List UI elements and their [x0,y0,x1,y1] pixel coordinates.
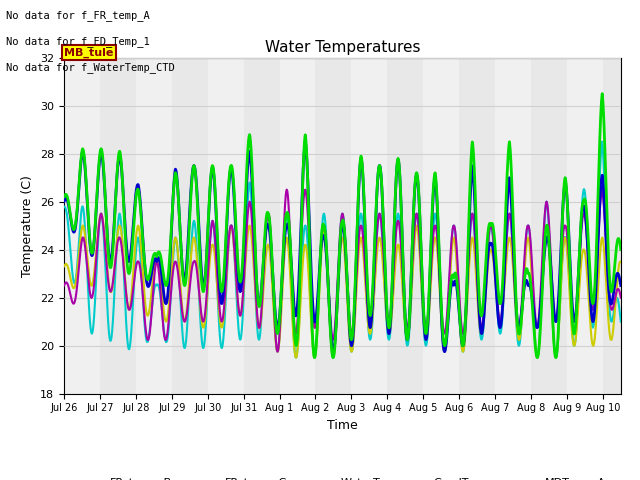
Bar [64,58,100,394]
Bar [172,58,208,394]
Y-axis label: Temperature (C): Temperature (C) [22,175,35,276]
Bar [495,58,531,394]
Title: Water Temperatures: Water Temperatures [265,40,420,55]
Bar [136,58,172,394]
Bar [387,58,423,394]
Bar [531,58,567,394]
Bar [244,58,280,394]
Bar [567,58,603,394]
Text: MB_tule: MB_tule [64,48,113,58]
Bar [316,58,351,394]
Text: No data for f_FD_Temp_1: No data for f_FD_Temp_1 [6,36,150,47]
Bar [351,58,387,394]
Text: No data for f_FR_temp_A: No data for f_FR_temp_A [6,10,150,21]
Bar [208,58,244,394]
Bar [459,58,495,394]
Bar [280,58,316,394]
Legend: FR_temp_B, FR_temp_C, WaterT, CondTemp, MDTemp_A: FR_temp_B, FR_temp_C, WaterT, CondTemp, … [74,473,611,480]
Bar [603,58,639,394]
X-axis label: Time: Time [327,419,358,432]
Bar [100,58,136,394]
Bar [423,58,459,394]
Text: No data for f_WaterTemp_CTD: No data for f_WaterTemp_CTD [6,62,175,73]
